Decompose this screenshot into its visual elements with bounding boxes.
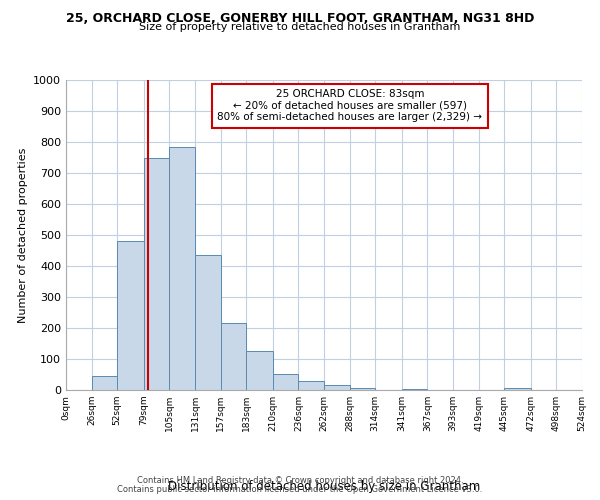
Bar — [117, 241, 144, 390]
Y-axis label: Number of detached properties: Number of detached properties — [17, 148, 28, 322]
Bar — [169, 146, 195, 390]
Bar — [195, 255, 221, 390]
Text: Contains public sector information licensed under the Open Government Licence v3: Contains public sector information licen… — [118, 485, 482, 494]
Bar — [402, 389, 427, 390]
Bar — [324, 386, 350, 390]
X-axis label: Distribution of detached houses by size in Grantham: Distribution of detached houses by size … — [168, 480, 480, 493]
Bar — [273, 374, 298, 390]
Text: 25 ORCHARD CLOSE: 83sqm
← 20% of detached houses are smaller (597)
80% of semi-d: 25 ORCHARD CLOSE: 83sqm ← 20% of detache… — [217, 90, 482, 122]
Text: Contains HM Land Registry data © Crown copyright and database right 2024.: Contains HM Land Registry data © Crown c… — [137, 476, 463, 485]
Bar — [221, 324, 246, 390]
Bar — [350, 388, 375, 390]
Bar — [298, 382, 324, 390]
Bar — [92, 376, 117, 390]
Bar — [504, 388, 531, 390]
Bar — [246, 351, 273, 390]
Text: Size of property relative to detached houses in Grantham: Size of property relative to detached ho… — [139, 22, 461, 32]
Text: 25, ORCHARD CLOSE, GONERBY HILL FOOT, GRANTHAM, NG31 8HD: 25, ORCHARD CLOSE, GONERBY HILL FOOT, GR… — [66, 12, 534, 26]
Bar — [144, 158, 169, 390]
